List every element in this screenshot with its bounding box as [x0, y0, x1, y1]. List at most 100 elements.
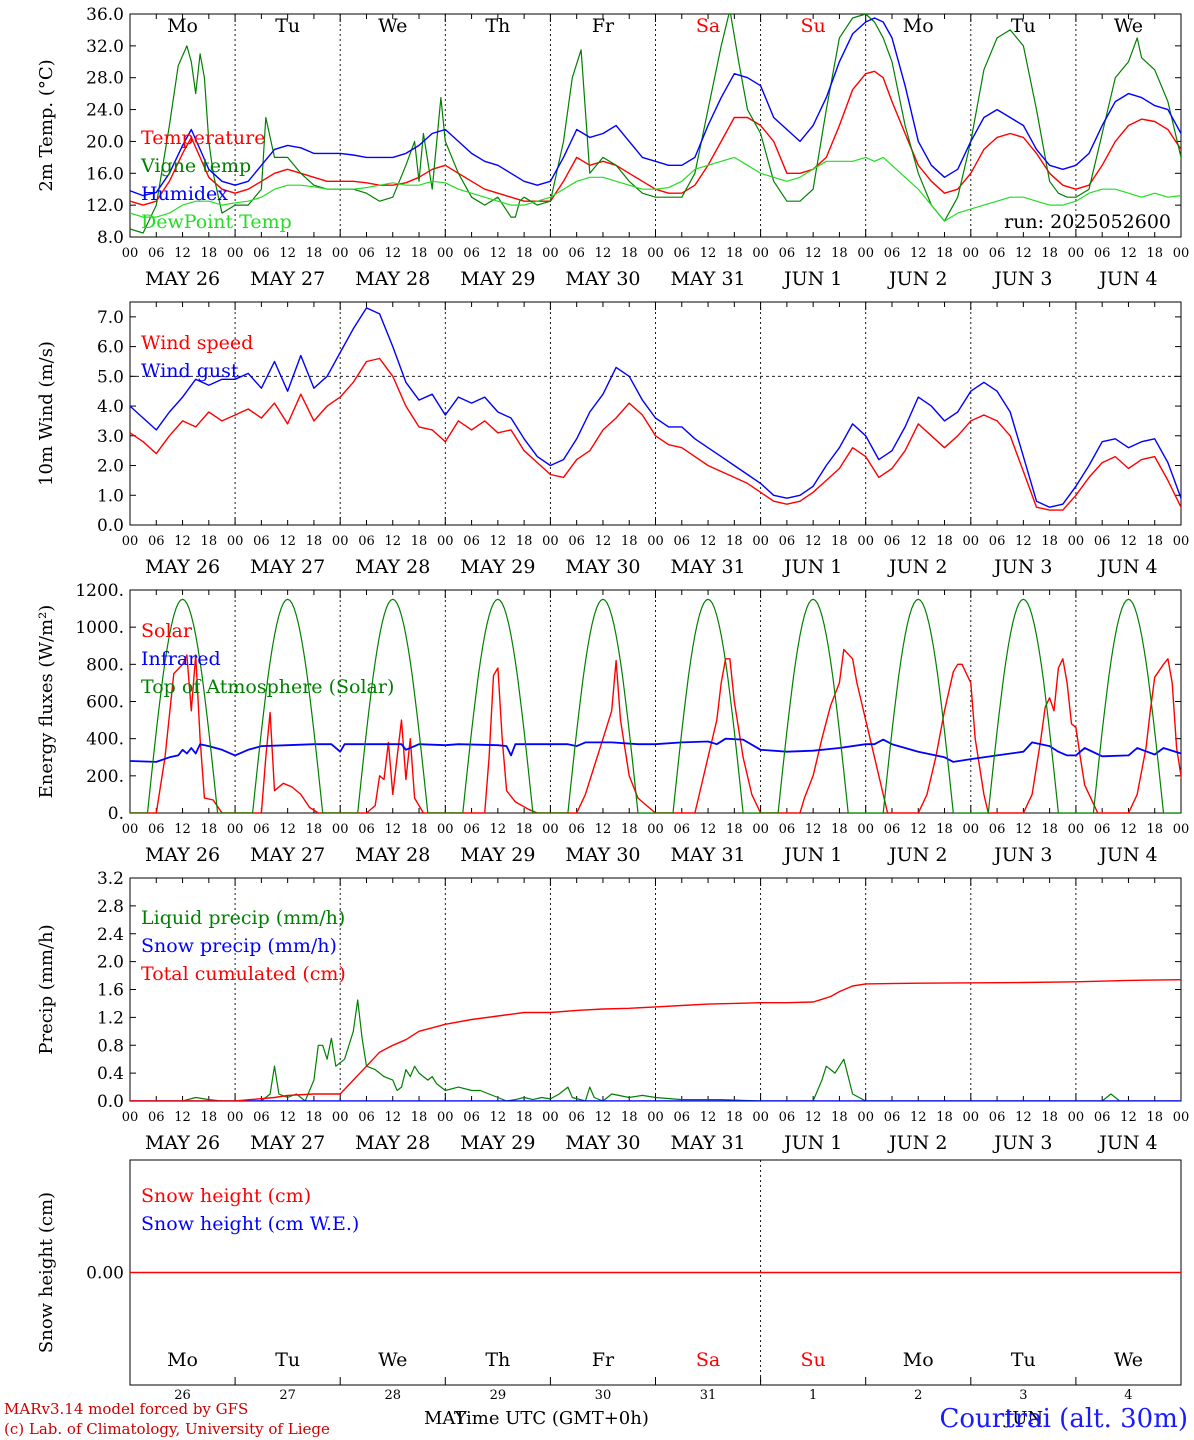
weekday-label: Tu: [275, 1349, 300, 1371]
weekday-label: Tu: [275, 15, 300, 37]
hour-label: 06: [674, 822, 691, 837]
hour-label: 00: [1068, 1110, 1085, 1125]
hour-label: 12: [174, 534, 191, 549]
hour-label: 12: [490, 246, 507, 261]
y-tick-label: 24.0: [86, 101, 124, 121]
date-label: MAY 27: [250, 268, 325, 290]
hour-label: 06: [358, 534, 375, 549]
hour-label: 06: [253, 534, 270, 549]
legend-liquid-precip-mm-h-: Liquid precip (mm/h): [141, 907, 345, 929]
hour-label: 18: [411, 822, 428, 837]
legend-infrared: Infrared: [141, 648, 221, 670]
date-label: MAY 30: [565, 268, 640, 290]
hour-label: 12: [700, 246, 717, 261]
hour-label: 00: [1173, 534, 1190, 549]
series-wind-gust: [130, 307, 1181, 508]
hour-label: 18: [411, 246, 428, 261]
hour-label: 12: [910, 534, 927, 549]
hour-label: 18: [516, 822, 533, 837]
hour-label: 18: [831, 534, 848, 549]
hour-label: 06: [253, 246, 270, 261]
hour-label: 12: [384, 1110, 401, 1125]
hour-label: 00: [963, 534, 980, 549]
hour-label: 12: [384, 534, 401, 549]
date-label: JUN 2: [887, 844, 947, 866]
legend-snow-height-cm-: Snow height (cm): [141, 1185, 311, 1207]
hour-label: 12: [490, 822, 507, 837]
hour-label: 12: [805, 822, 822, 837]
hour-label: 00: [227, 534, 244, 549]
y-tick-label: 0.4: [97, 1064, 124, 1084]
hour-label: 18: [831, 822, 848, 837]
series-liquid-precip-mm-h-: [130, 999, 1181, 1101]
hour-label: 18: [726, 1110, 743, 1125]
hour-label: 12: [700, 534, 717, 549]
hour-label: 18: [306, 1110, 323, 1125]
y-tick-label: 8.0: [97, 228, 124, 248]
weekday-label: Su: [801, 15, 826, 37]
weekday-label: Mo: [903, 1349, 934, 1371]
weekday-label: Su: [801, 1349, 826, 1371]
hour-label: 00: [647, 534, 664, 549]
date-label: MAY 27: [250, 844, 325, 866]
weekday-label: Fr: [592, 1349, 615, 1371]
hour-label: 00: [963, 822, 980, 837]
date-label: MAY 29: [460, 556, 535, 578]
y-axis-title: 2m Temp. (°C): [36, 59, 57, 191]
y-tick-label: 7.0: [97, 308, 124, 328]
day-number: 1: [809, 1388, 817, 1403]
y-tick-label: 32.0: [86, 37, 124, 57]
panel-4: 0.0 0.4 0.8 1.2 1.6 2.0 2.4 2.8 3.2 00 06 12 18 00 06 1…: [36, 869, 1190, 1154]
legend-solar: Solar: [141, 620, 193, 642]
hour-label: 00: [437, 1110, 454, 1125]
hour-label: 00: [1173, 822, 1190, 837]
hour-label: 00: [332, 246, 349, 261]
y-tick-label: 1.6: [97, 981, 124, 1001]
hour-label: 18: [1146, 822, 1163, 837]
hour-label: 00: [542, 246, 559, 261]
hour-label: 06: [1094, 534, 1111, 549]
hour-label: 06: [568, 246, 585, 261]
hour-label: 06: [674, 534, 691, 549]
hour-label: 00: [752, 822, 769, 837]
hour-label: 06: [463, 534, 480, 549]
credit-lab: (c) Lab. of Climatology, University of L…: [4, 1420, 330, 1438]
hour-label: 12: [490, 1110, 507, 1125]
day-number: 31: [700, 1388, 717, 1403]
date-label: MAY 31: [670, 844, 745, 866]
panel-2: 0.0 1.0 2.0 3.0 4.0 5.0 6.0 7.0 00 06 12 18 00 06 12 18…: [36, 301, 1190, 578]
hour-label: 12: [279, 822, 296, 837]
legend-humidex: Humidex: [141, 183, 228, 205]
date-label: MAY 28: [355, 1132, 430, 1154]
hour-label: 06: [463, 822, 480, 837]
day-number: 3: [1019, 1388, 1027, 1403]
hour-label: 18: [936, 246, 953, 261]
hour-label: 06: [463, 1110, 480, 1125]
hour-label: 12: [174, 246, 191, 261]
hour-label: 00: [542, 1110, 559, 1125]
month-may: MAY: [424, 1408, 468, 1429]
hour-label: 18: [1041, 246, 1058, 261]
hour-label: 00: [1068, 246, 1085, 261]
date-label: JUN 3: [992, 1132, 1052, 1154]
hour-label: 18: [516, 534, 533, 549]
hour-label: 06: [884, 822, 901, 837]
hour-label: 18: [831, 246, 848, 261]
date-label: JUN 1: [782, 556, 842, 578]
hour-label: 12: [595, 822, 612, 837]
y-tick-label: 2.8: [97, 897, 124, 917]
y-tick-label: 3.0: [97, 427, 124, 447]
hour-label: 00: [963, 246, 980, 261]
panel-3: 0. 200. 400. 600. 800. 1000. 1200. 00 06 12 18 00 06…: [36, 581, 1190, 866]
hour-label: 00: [752, 246, 769, 261]
y-tick-label: 36.0: [86, 5, 124, 25]
hour-label: 12: [279, 246, 296, 261]
y-axis-title: 10m Wind (m/s): [36, 341, 57, 486]
legend-wind-speed: Wind speed: [141, 332, 253, 354]
hour-label: 18: [621, 246, 638, 261]
hour-label: 18: [936, 1110, 953, 1125]
series-group: [130, 979, 1181, 1101]
hour-label: 00: [1173, 1110, 1190, 1125]
hour-label: 18: [201, 822, 218, 837]
hour-label: 06: [253, 822, 270, 837]
